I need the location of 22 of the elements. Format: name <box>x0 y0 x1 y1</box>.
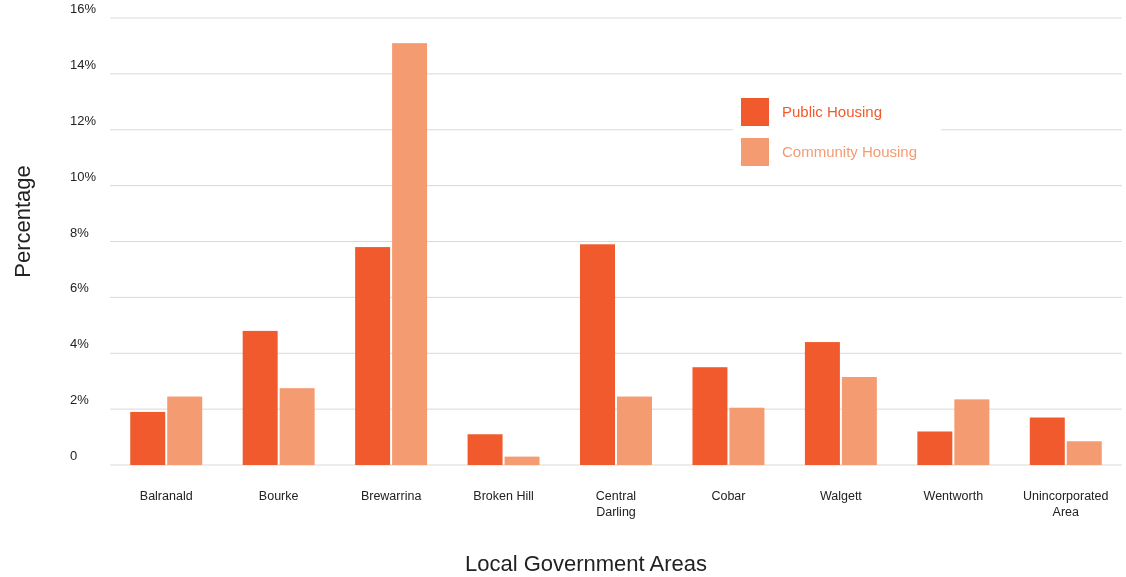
x-tick-label: Cobar <box>711 489 746 503</box>
x-axis-title: Local Government Areas <box>464 551 708 576</box>
legend-label: Community Housing <box>782 143 918 160</box>
x-tick-label: Walgett <box>819 489 863 503</box>
x-tick-label: Unincorporated Area <box>1023 489 1109 519</box>
y-tick-label: 2% <box>70 392 90 408</box>
x-tick-label: Wentworth <box>923 489 984 503</box>
x-tick-label: Balranald <box>139 489 193 503</box>
y-tick-label: 4% <box>70 336 90 352</box>
y-tick-label: 12% <box>70 112 97 128</box>
y-tick-label: 0 <box>70 448 78 463</box>
legend-label: Public Housing <box>782 103 883 120</box>
y-tick-label: 10% <box>70 168 97 184</box>
y-axis-title: Percentage <box>10 165 35 278</box>
x-tick-label: Bourke <box>258 489 299 503</box>
x-tick-label: Brewarrina <box>360 489 422 503</box>
y-tick-label: 16% <box>70 1 97 16</box>
x-tick-label: Central Darling <box>595 489 637 519</box>
y-tick-label: 14% <box>70 56 97 72</box>
y-tick-label: 8% <box>70 224 90 240</box>
x-tick-label: Broken Hill <box>473 489 534 503</box>
y-tick-label: 6% <box>70 280 90 296</box>
